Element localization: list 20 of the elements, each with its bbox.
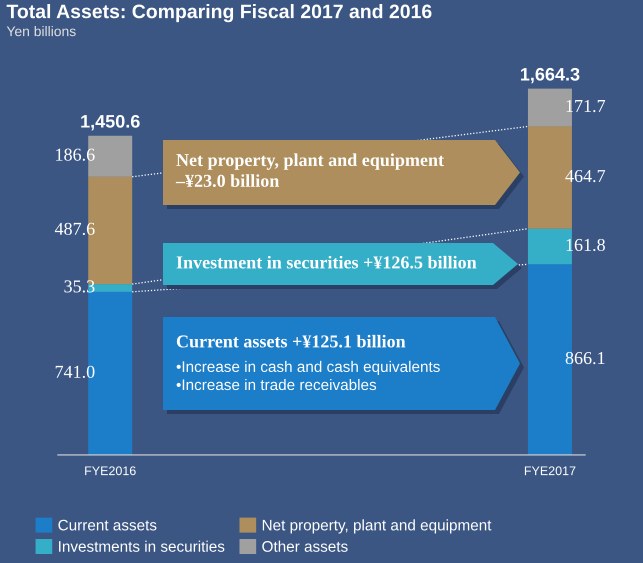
data-label: 35.3: [64, 280, 94, 293]
annotation: Net property, plant and equipment –¥23.0 billion: [176, 153, 444, 188]
chart-title: Total Assets: Comparing Fiscal 2017 and 2016: [6, 4, 432, 22]
annotation: •Increase in cash and cash equivalents •Increase in trade receivables: [176, 360, 440, 390]
data-label: 866.1: [566, 352, 605, 364]
x-tick-label: FYE2016: [85, 466, 136, 476]
x-tick-label: FYE2017: [524, 466, 576, 476]
annotation: Investment in securities +¥126.5 billion: [176, 256, 476, 269]
total-label: 1,450.6: [81, 114, 140, 130]
data-label: 161.8: [566, 238, 605, 252]
data-label: 186.6: [56, 148, 95, 161]
chart-subtitle: Yen billions: [6, 26, 76, 36]
legend-label: Investments in securities: [59, 540, 224, 552]
legend-label: Current assets: [58, 520, 156, 531]
data-label: 171.7: [566, 100, 606, 112]
legend-label: Net property, plant and equipment: [262, 519, 492, 534]
total-label: 1,664.3: [520, 68, 580, 84]
legend-label: Other assets: [262, 540, 348, 552]
annotation: Current assets +¥125.1 billion: [176, 334, 406, 348]
data-label: 741.0: [56, 366, 94, 378]
